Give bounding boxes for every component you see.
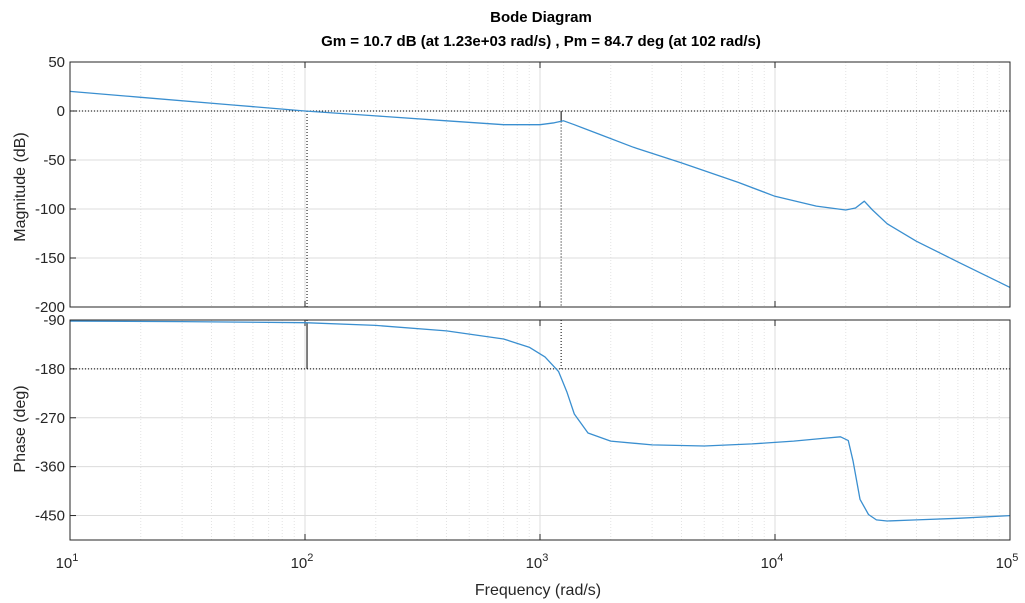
phase-curve	[69, 320, 1011, 522]
phase-panel: -90 -180 -270 -360 -450	[35, 312, 1011, 541]
y-tick-label: 50	[48, 54, 65, 71]
x-axis: 101 102 103 104 105	[56, 552, 1019, 572]
y-tick-label: -90	[43, 312, 65, 329]
y-tick-label: -50	[43, 152, 65, 169]
y-tick-label: -180	[35, 361, 65, 378]
magnitude-panel: 50 0 -50 -100 -150 -200	[35, 54, 1011, 316]
x-axis-label: Frequency (rad/s)	[475, 582, 601, 599]
magnitude-curve	[69, 90, 1011, 288]
y-tick-label: -450	[35, 508, 65, 525]
magnitude-axis-label: Magnitude (dB)	[12, 132, 29, 241]
plot-frame	[69, 319, 1011, 541]
chart-title: Bode Diagram	[490, 9, 592, 26]
chart-subtitle: Gm = 10.7 dB (at 1.23e+03 rad/s) , Pm = …	[321, 33, 761, 50]
y-tick-label: 0	[57, 103, 65, 120]
x-tick-label: 102	[291, 552, 314, 572]
x-tick-label: 105	[996, 552, 1019, 572]
y-tick-label: -200	[35, 299, 65, 316]
x-tick-label: 101	[56, 552, 79, 572]
y-tick-label: -100	[35, 201, 65, 218]
y-tick-label: -360	[35, 459, 65, 476]
y-tick-label: -270	[35, 410, 65, 427]
phase-axis-label: Phase (deg)	[12, 385, 29, 472]
x-tick-label: 104	[761, 552, 784, 572]
plot-frame	[69, 61, 1011, 308]
x-tick-label: 103	[526, 552, 549, 572]
y-tick-label: -150	[35, 250, 65, 267]
